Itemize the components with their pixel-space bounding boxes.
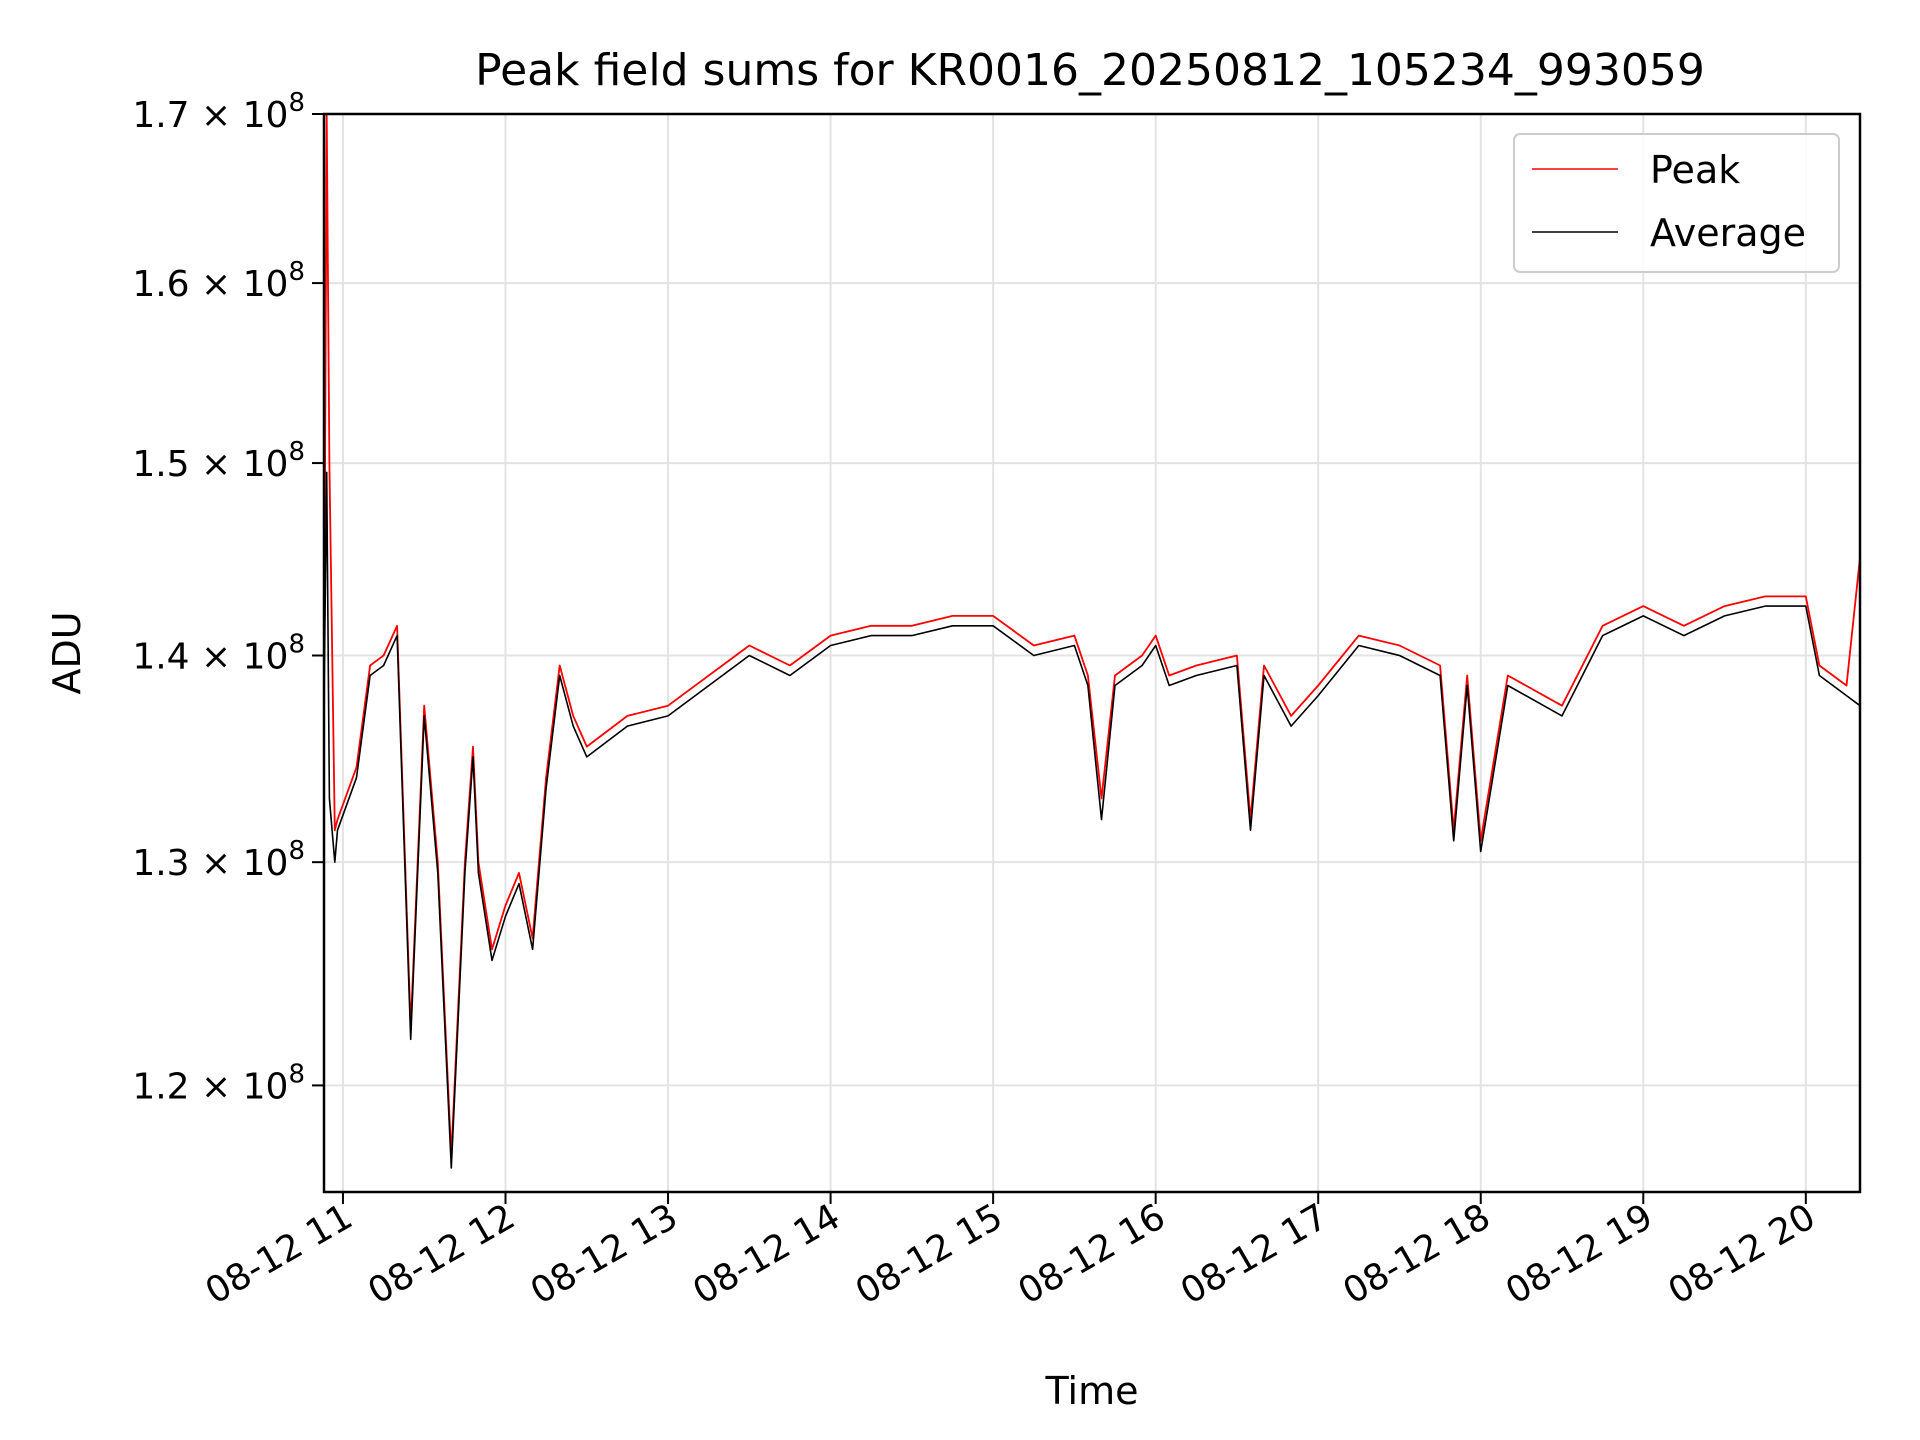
plot-frame — [322, 112, 1862, 1194]
legend-average-label: Average — [1650, 211, 1806, 255]
y-tick-label: 1.3 × 108 — [132, 836, 305, 884]
x-axis-label: Time — [1045, 1369, 1139, 1413]
y-axis: 1.2 × 108 1.3 × 108 1.4 × 108 1.5 × 108 1.6 … — [132, 88, 324, 1107]
peak-series-line — [323, 113, 1861, 1157]
average-series-line — [323, 471, 1861, 1169]
grid-lines — [324, 113, 1860, 1192]
chart-title: Peak field sums for KR0016_20250812_1052… — [475, 45, 1705, 96]
y-tick-label: 1.4 × 108 — [132, 629, 305, 677]
y-tick-label: 1.5 × 108 — [132, 437, 305, 485]
y-tick-label: 1.6 × 108 — [132, 257, 305, 305]
y-axis-label: ADU — [45, 611, 89, 694]
y-tick-label: 1.7 × 108 — [132, 88, 305, 136]
series-layer — [323, 113, 1861, 1169]
y-tick-label: 1.2 × 108 — [132, 1059, 305, 1107]
legend-peak-label: Peak — [1650, 148, 1740, 192]
legend: Peak Average — [1513, 133, 1840, 273]
